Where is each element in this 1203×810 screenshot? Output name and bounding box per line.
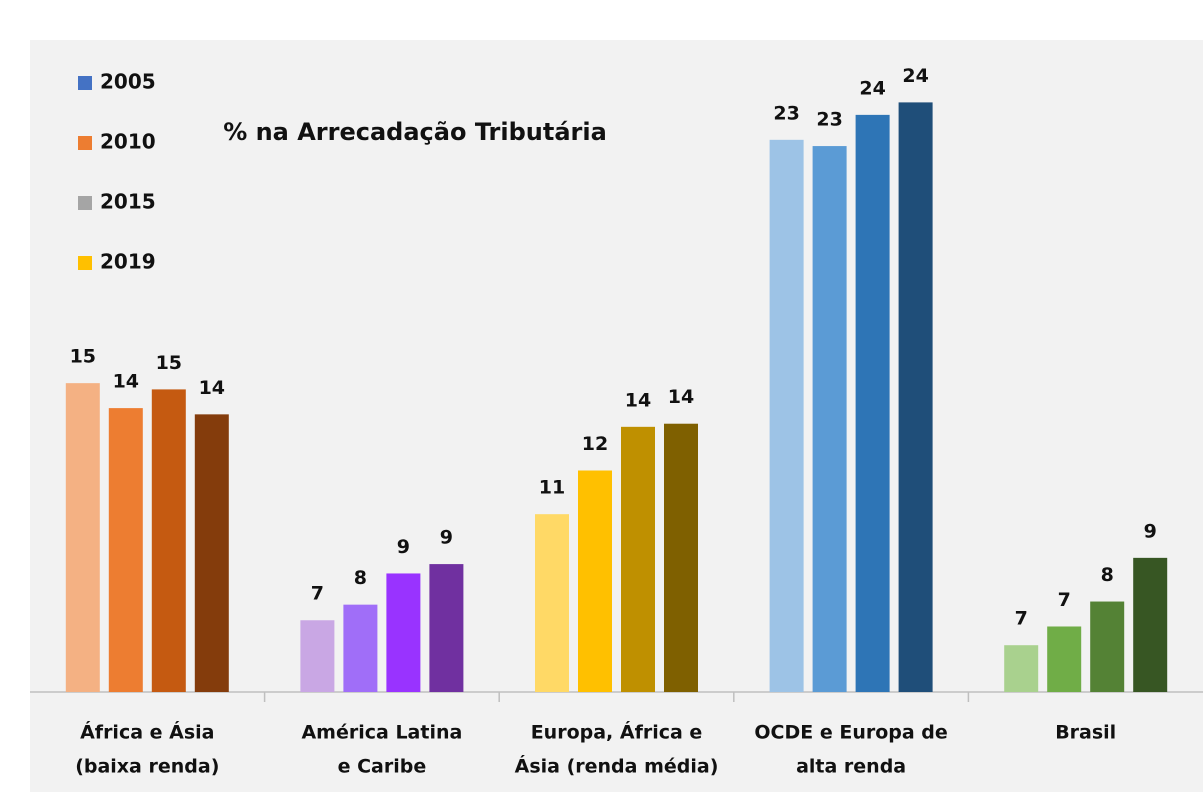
bar [300, 620, 335, 692]
bar [386, 573, 421, 692]
bar [1047, 626, 1082, 692]
data-label: 9 [1144, 520, 1157, 542]
x-tick-label: África e Ásia [80, 721, 214, 744]
bar [1090, 601, 1125, 692]
bar [898, 102, 933, 693]
bar [194, 414, 229, 692]
bar [621, 426, 655, 692]
data-label: 7 [1015, 608, 1028, 630]
data-label: 23 [816, 109, 842, 131]
data-label: 14 [625, 389, 651, 411]
legend-swatch [78, 256, 92, 270]
bar [65, 383, 100, 692]
legend-swatch [78, 76, 92, 90]
data-label: 14 [199, 377, 225, 399]
legend-label: 2005 [100, 70, 156, 94]
data-label: 9 [440, 527, 453, 549]
data-label: 15 [156, 352, 182, 374]
bar [343, 604, 378, 692]
bar [1133, 557, 1168, 692]
bar [108, 408, 143, 692]
legend-label: 2019 [100, 250, 156, 274]
data-label: 9 [397, 536, 410, 558]
x-tick-label: América Latina [301, 722, 462, 744]
bar [664, 423, 698, 692]
data-label: 8 [1101, 564, 1114, 586]
data-label: 23 [773, 102, 799, 124]
data-label: 7 [311, 583, 324, 605]
legend-label: 2010 [100, 130, 156, 154]
data-label: 8 [354, 567, 367, 589]
x-tick-label: Brasil [1055, 722, 1116, 744]
legend-label: 2015 [100, 190, 156, 214]
data-label: 14 [113, 371, 139, 393]
x-tick-label: (baixa renda) [75, 756, 219, 778]
bar [429, 564, 464, 692]
x-tick-label: alta renda [796, 756, 906, 778]
data-label: 14 [668, 386, 694, 408]
bar [151, 389, 186, 692]
x-tick-label: OCDE e Europa de [754, 722, 947, 744]
data-label: 24 [859, 77, 885, 99]
bar [578, 470, 612, 692]
data-label: 7 [1058, 589, 1071, 611]
data-label: 15 [70, 346, 96, 368]
data-label: 11 [539, 477, 565, 499]
bar [1004, 645, 1039, 692]
bar [855, 114, 890, 693]
x-tick-label: Europa, África e [531, 721, 703, 744]
data-label: 24 [902, 65, 928, 87]
legend-swatch [78, 196, 92, 210]
bar [535, 514, 569, 692]
x-tick-label: Ásia (renda média) [515, 755, 719, 778]
x-tick-label: e Caribe [338, 756, 427, 778]
legend-swatch [78, 136, 92, 150]
bar [812, 146, 847, 692]
chart-title: % na Arrecadação Tributária [223, 118, 607, 146]
data-label: 12 [582, 433, 608, 455]
bar [769, 139, 804, 692]
